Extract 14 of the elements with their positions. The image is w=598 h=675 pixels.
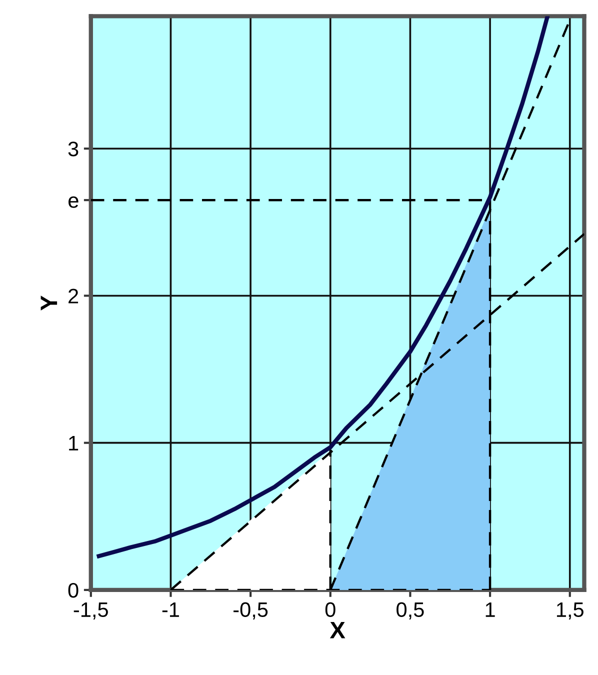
y-tick-label: 2 <box>68 288 78 304</box>
x-tick-label: -0,5 <box>234 602 268 620</box>
x-tick-label: 1 <box>486 602 495 617</box>
x-tick-label: 1,5 <box>556 602 584 620</box>
x-tick-label: 0,5 <box>396 602 424 620</box>
x-axis-title: X <box>330 622 346 638</box>
y-tick-label: e <box>68 196 78 208</box>
x-tick-label: -1,5 <box>74 602 108 620</box>
y-axis-title: Y <box>40 296 58 311</box>
y-tick-label: 0 <box>68 582 78 598</box>
x-tick-label: -1 <box>162 602 179 617</box>
y-tick-label: 1 <box>69 436 78 450</box>
x-tick-label: 0 <box>325 602 336 618</box>
y-tick-label: 3 <box>68 142 78 156</box>
